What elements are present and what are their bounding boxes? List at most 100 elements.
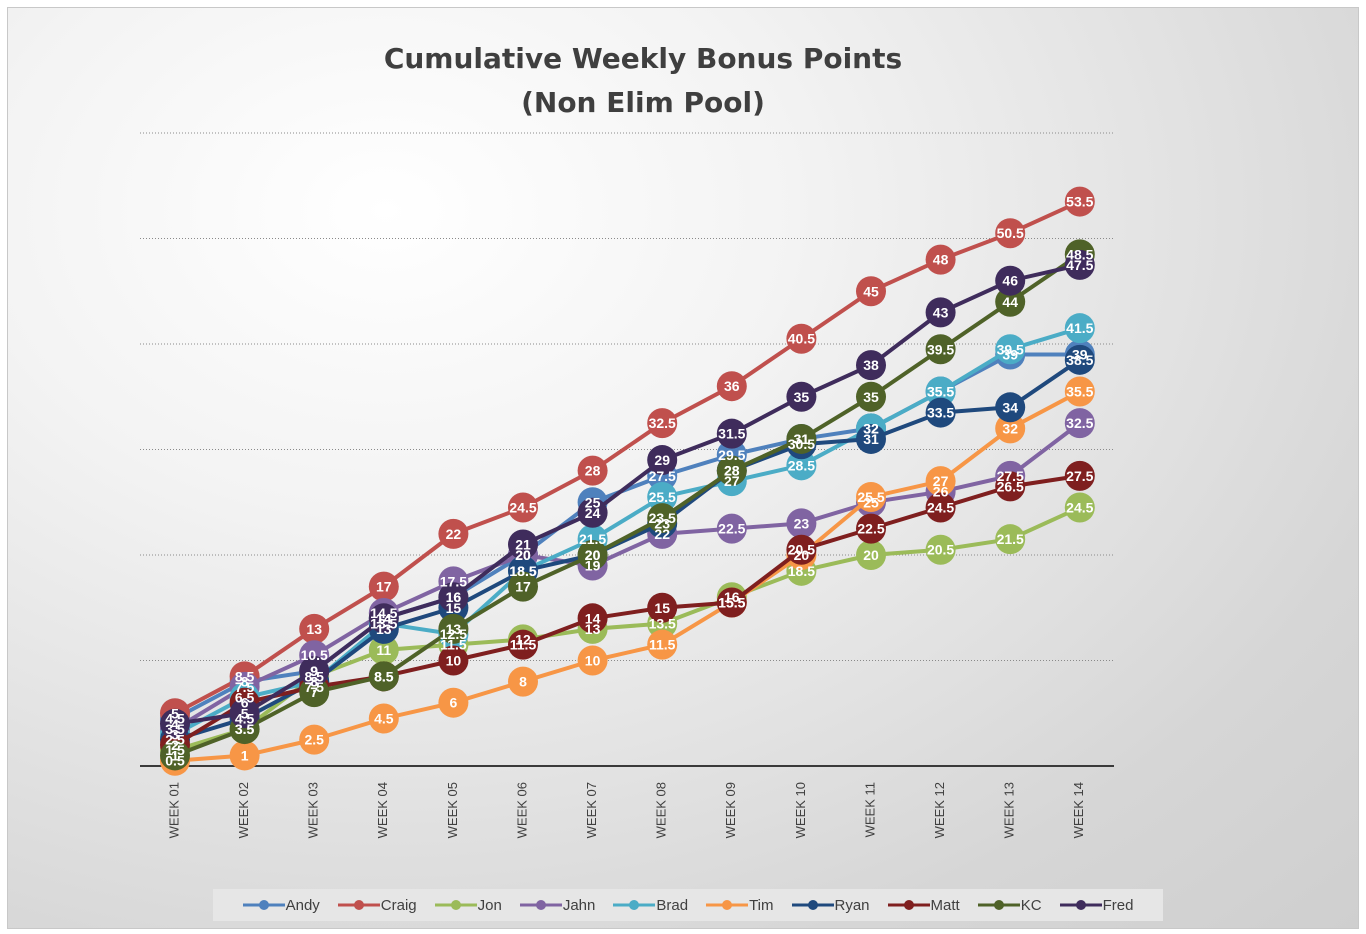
data-point-marker [508, 571, 538, 602]
data-label: 47.5 [1066, 257, 1093, 273]
data-label: 1 [241, 747, 249, 763]
series-lines [160, 186, 1095, 776]
data-label: 15 [446, 600, 462, 616]
data-label: 31 [794, 431, 810, 447]
data-point-marker [299, 677, 330, 708]
data-point-marker [647, 408, 678, 439]
data-point-marker [925, 334, 956, 365]
data-point-marker [577, 497, 608, 528]
legend-swatch [434, 900, 477, 910]
data-label: 15 [654, 600, 670, 616]
data-label: 35.5 [927, 383, 954, 399]
data-point-marker [647, 481, 678, 512]
x-tick-label: WEEK 04 [375, 782, 390, 838]
data-label: 1 [171, 747, 179, 763]
data-label: 0.5 [165, 753, 185, 769]
data-label: 4.5 [165, 711, 185, 727]
data-label: 14 [376, 610, 392, 626]
x-tick-label: WEEK 13 [1002, 782, 1017, 838]
data-point-marker [438, 687, 469, 718]
data-label: 9 [310, 663, 318, 679]
data-point-marker [160, 708, 190, 739]
data-point-marker [438, 645, 469, 676]
data-point-marker [856, 350, 886, 381]
data-label: 17 [376, 579, 392, 595]
x-tick-label: WEEK 10 [793, 782, 808, 838]
data-label: 2.5 [304, 732, 324, 748]
data-label: 13 [585, 621, 601, 637]
data-point-marker [438, 582, 469, 613]
data-label: 3.5 [235, 721, 255, 737]
data-point-marker [995, 413, 1026, 444]
data-label: 20 [863, 547, 879, 563]
data-label: 8.5 [374, 668, 394, 684]
x-tick-label: WEEK 03 [306, 782, 321, 838]
series-kc [160, 239, 1095, 771]
data-label: 27.5 [997, 468, 1024, 484]
data-label: 50.5 [997, 225, 1024, 241]
legend-label: Craig [380, 896, 417, 914]
data-label: 24.5 [509, 500, 536, 516]
data-label: 14 [376, 610, 392, 626]
x-tick-label: WEEK 12 [932, 782, 947, 838]
data-label: 27 [933, 473, 949, 489]
data-label: 4.5 [235, 711, 255, 727]
data-point-marker [368, 571, 399, 602]
data-label: 8.5 [374, 668, 394, 684]
data-label: 39.5 [927, 341, 954, 357]
data-point-marker [856, 513, 886, 544]
x-tick-label: WEEK 02 [236, 782, 251, 838]
data-label: 21.5 [579, 531, 606, 547]
data-label: 23 [654, 515, 670, 531]
data-point-marker [716, 418, 747, 449]
data-label: 32 [863, 420, 879, 436]
data-point-marker [160, 740, 190, 771]
legend-item-craig: Craig [337, 896, 417, 914]
data-label: 12.5 [440, 626, 467, 642]
data-label: 10.5 [301, 647, 328, 663]
data-point-marker [995, 524, 1026, 555]
legend-item-andy: Andy [242, 897, 320, 914]
legend-swatch [242, 900, 285, 910]
data-label: 18.5 [509, 563, 536, 579]
x-tick-label: WEEK 09 [723, 782, 738, 838]
legend-swatch [1059, 900, 1102, 910]
data-point-marker [925, 244, 956, 275]
data-label: 44 [1002, 294, 1018, 310]
data-label: 13 [446, 621, 462, 637]
data-point-marker [925, 534, 956, 565]
data-label: 53.5 [1066, 194, 1093, 210]
legend-item-kc: KC [977, 897, 1042, 914]
data-point-marker [647, 503, 678, 534]
legend-swatch [706, 900, 749, 910]
data-label: 28 [724, 463, 740, 479]
data-point-marker [229, 698, 260, 729]
data-point-marker [1064, 492, 1095, 523]
data-label: 20 [585, 547, 601, 563]
data-label: 26 [933, 484, 949, 500]
data-label: 14.5 [370, 605, 397, 621]
data-label: 7.5 [235, 679, 255, 695]
data-label: 36 [724, 378, 740, 394]
data-point-marker [786, 323, 817, 354]
data-label: 45 [863, 283, 879, 299]
legend-label: Jahn [562, 896, 596, 914]
data-point-marker [856, 423, 886, 454]
data-label: 27 [724, 473, 740, 489]
data-label: 11.5 [649, 637, 676, 653]
data-point-marker [925, 492, 956, 523]
data-label: 7.5 [304, 679, 324, 695]
legend-swatch [613, 900, 656, 910]
chart-title-line-1: Cumulative Weekly Bonus Points [384, 42, 902, 75]
legend-item-tim: Tim [706, 897, 774, 914]
data-label: 11 [376, 642, 391, 658]
data-point-marker [995, 265, 1026, 296]
data-label: 27.5 [649, 468, 676, 484]
data-point-marker [786, 508, 817, 539]
data-label: 31 [794, 431, 810, 447]
data-label: 43 [933, 304, 949, 320]
data-point-marker [508, 529, 538, 560]
legend-label: Brad [656, 896, 689, 914]
data-label: 15.5 [718, 594, 745, 610]
